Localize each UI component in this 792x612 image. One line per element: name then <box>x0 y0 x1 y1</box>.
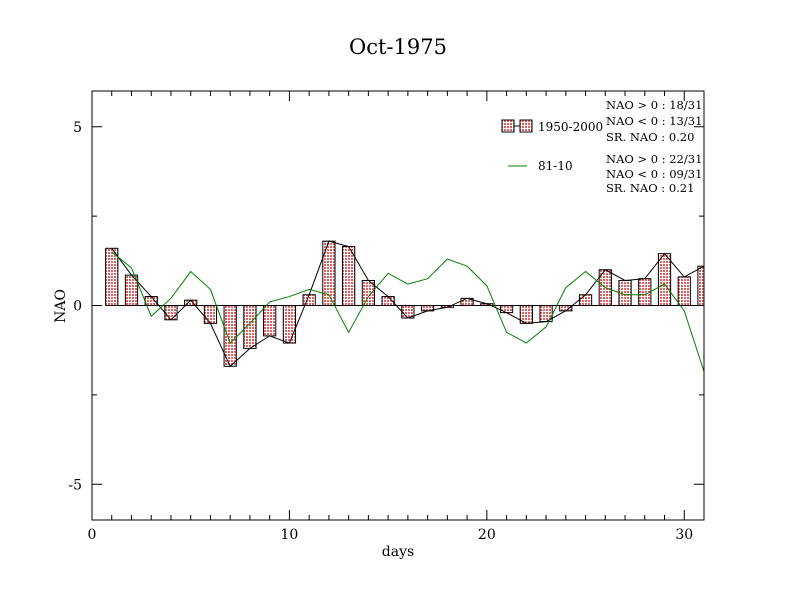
bar-day-4 <box>164 305 178 321</box>
bar-day-1 <box>105 247 119 307</box>
chart-title: Oct-1975 <box>349 35 447 59</box>
bar-day-13 <box>342 246 356 306</box>
plot-area: 0 10 20 30 -5 0 5 <box>68 90 705 543</box>
y-tick-label-5: 5 <box>73 120 82 136</box>
bar-day-31 <box>697 265 704 306</box>
x-tick-label-10: 10 <box>281 527 299 543</box>
stats-81-10-negative: NAO < 0 : 09/31 <box>606 167 702 181</box>
legend-bar-swatch-left <box>501 119 515 133</box>
x-tick-label-30: 30 <box>675 527 693 543</box>
y-tick-label--5: -5 <box>68 477 82 493</box>
y-tick-label-0: 0 <box>73 299 82 315</box>
stats-block: NAO > 0 : 18/31 NAO < 0 : 13/31 SR. NAO … <box>606 98 702 195</box>
stats-81-10-positive: NAO > 0 : 22/31 <box>606 152 702 166</box>
legend-bar-swatch-right <box>519 119 533 133</box>
series-line-81-10 <box>111 251 704 372</box>
x-tick-label-0: 0 <box>88 527 97 543</box>
stats-1950-2000-sr: SR. NAO : 0.20 <box>606 130 694 144</box>
bar-day-10 <box>282 305 297 344</box>
stats-1950-2000-positive: NAO > 0 : 18/31 <box>606 98 702 112</box>
bar-day-25 <box>578 294 593 306</box>
bar-day-29 <box>657 253 672 307</box>
bar-day-21 <box>499 305 514 314</box>
series-line-1950-2000 <box>111 240 704 368</box>
stats-1950-2000-negative: NAO < 0 : 13/31 <box>606 114 702 128</box>
bar-day-11 <box>302 294 316 306</box>
bar-day-6 <box>203 305 218 324</box>
bar-day-24 <box>559 305 573 312</box>
legend-label-1950-2000: 1950-2000 <box>538 120 603 134</box>
y-axis-label: NAO <box>53 289 69 323</box>
bar-day-30 <box>677 276 691 306</box>
bar-day-9 <box>263 305 277 337</box>
stats-81-10-sr: SR. NAO : 0.21 <box>606 181 694 195</box>
x-tick-label-20: 20 <box>478 527 496 543</box>
x-axis-label: days <box>382 544 414 560</box>
legend-label-81-10: 81-10 <box>538 159 573 173</box>
legend: 1950-2000 81-10 <box>501 119 603 173</box>
